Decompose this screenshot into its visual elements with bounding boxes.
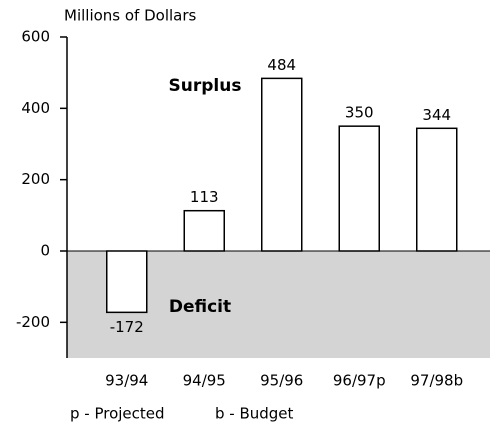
y-tick-label: 200 [21,170,50,188]
y-tick-label: 400 [21,99,50,117]
x-tick-label: 97/98b [410,372,463,390]
value-label: 484 [267,56,296,74]
value-label: -172 [110,318,144,336]
bar [416,127,458,252]
bar [261,77,303,252]
note: p - Projected [70,405,165,423]
note: b - Budget [215,405,294,423]
bar [183,209,225,252]
annotation: Surplus [169,76,242,96]
value-label: 344 [422,106,451,124]
value-label: 350 [345,104,374,122]
bar [106,250,148,314]
annotation: Deficit [169,297,231,317]
y-tick-label: 0 [40,242,50,260]
bar [338,125,380,252]
y-tick-label: -200 [16,313,50,331]
y-axis-label: Millions of Dollars [64,7,197,25]
x-tick-label: 96/97p [333,372,386,390]
x-tick-label: 95/96 [260,372,303,390]
x-tick-label: 94/95 [183,372,226,390]
value-label: 113 [190,188,219,206]
x-tick-label: 93/94 [105,372,148,390]
y-tick-label: 600 [21,28,50,46]
